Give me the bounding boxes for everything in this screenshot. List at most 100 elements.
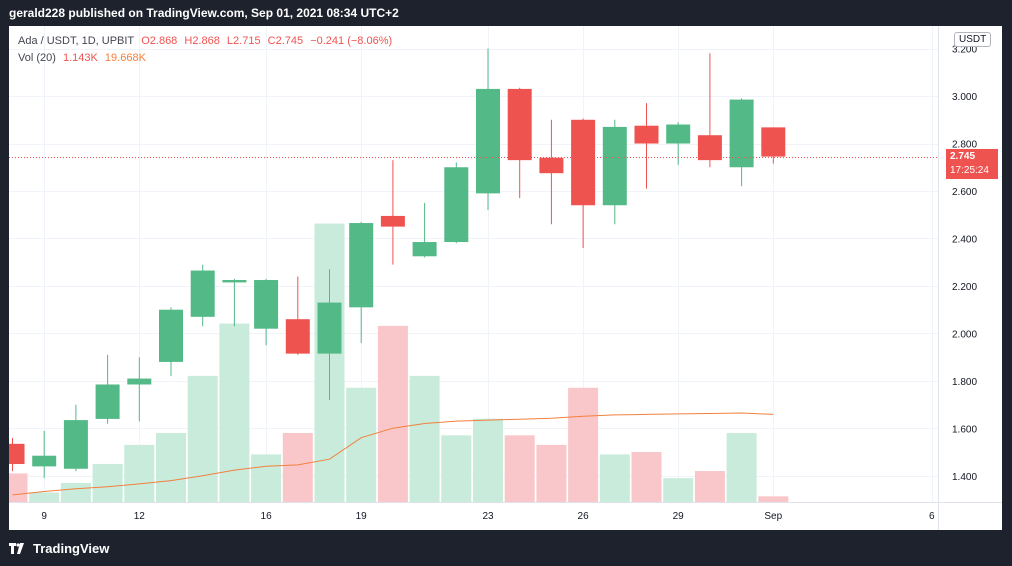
candle-up xyxy=(63,404,88,472)
price-tick-label: 2.200 xyxy=(952,282,977,293)
candle-up xyxy=(159,307,183,377)
time-tick-label: 19 xyxy=(356,511,368,522)
candle-down xyxy=(380,160,405,265)
volume-bar xyxy=(219,323,250,502)
candle-body xyxy=(602,126,627,206)
volume-legend: Vol (20) 1.143K 19.668K xyxy=(18,52,150,64)
tradingview-footer[interactable]: TradingView xyxy=(9,538,109,558)
price-axis-labels: 1.400 1.600 1.800 2.000 2.200 2.400 2.600 2.800… xyxy=(952,45,977,483)
change-value: −0.241 (−8.06%) xyxy=(310,35,393,47)
price-tick-label: 3.200 xyxy=(952,45,977,56)
candle-body xyxy=(634,125,659,144)
candle-body xyxy=(539,157,564,174)
candle-body xyxy=(317,302,342,354)
volume-bar xyxy=(29,492,60,502)
candle-up xyxy=(95,354,120,424)
candle-up xyxy=(412,202,437,258)
time-tick-label: 16 xyxy=(261,511,273,522)
candle-up xyxy=(127,357,152,422)
candle-body xyxy=(222,280,247,283)
candle-up xyxy=(349,221,374,343)
candle-body xyxy=(729,99,754,168)
price-tick-label: 1.400 xyxy=(952,472,977,483)
candle-body xyxy=(349,223,374,308)
candlestick-chart[interactable]: 1.400 1.600 1.800 2.000 2.200 2.400 2.600 2.800… xyxy=(9,26,1002,530)
candle-up xyxy=(317,269,342,400)
volume-bar xyxy=(758,496,789,502)
brand-name: TradingView xyxy=(33,540,110,556)
time-tick-label: 29 xyxy=(673,511,685,522)
candle-up xyxy=(476,48,500,210)
volume-bar xyxy=(187,375,218,502)
volume-bar xyxy=(568,387,599,502)
candle-down xyxy=(761,127,786,164)
candle-body xyxy=(666,124,691,144)
volume-bar xyxy=(92,463,123,502)
volume-value: 1.143K xyxy=(62,52,98,64)
price-tick-label: 2.800 xyxy=(952,140,977,151)
time-tick-label: 12 xyxy=(134,511,146,522)
candle-up xyxy=(222,278,247,327)
candle-body xyxy=(412,242,437,257)
candle-up xyxy=(602,119,627,225)
candle-body xyxy=(32,455,57,467)
symbol-label: Ada / USDT, 1D, UPBIT xyxy=(18,35,135,47)
candle-body xyxy=(63,420,88,469)
close-value: C2.745 xyxy=(267,35,304,47)
low-value: L2.715 xyxy=(226,35,261,47)
volume-bar xyxy=(124,444,155,502)
candle-down xyxy=(539,119,564,225)
ohlc-legend: Ada / USDT, 1D, UPBIT O2.868 H2.868 L2.7… xyxy=(18,35,396,47)
volume-ma-value: 19.668K xyxy=(104,52,146,64)
price-tick-label: 1.600 xyxy=(952,424,977,435)
candle-body xyxy=(761,127,786,157)
candle-up xyxy=(254,278,279,346)
volume-bar xyxy=(631,452,662,502)
price-tick-label: 3.000 xyxy=(952,92,977,103)
open-value: O2.868 xyxy=(141,35,178,47)
bar-countdown: 17:25:24 xyxy=(950,165,989,176)
volume-label: Vol (20) xyxy=(18,52,56,64)
volume-bar xyxy=(504,435,535,502)
volume-bar xyxy=(441,435,472,502)
volume-bars xyxy=(9,223,789,503)
candle-down xyxy=(634,103,659,189)
candle-up xyxy=(729,98,754,187)
candle-body xyxy=(507,88,532,161)
volume-bar xyxy=(60,482,91,502)
volume-bar xyxy=(156,432,186,502)
time-tick-label: 26 xyxy=(578,511,590,522)
last-price-value: 2.745 xyxy=(950,151,976,162)
volume-bar xyxy=(9,473,28,502)
candle-body xyxy=(571,119,596,206)
candle-body xyxy=(127,378,152,385)
tradingview-logo-icon xyxy=(9,542,24,554)
volume-bar xyxy=(663,478,694,502)
currency-button[interactable]: USDT xyxy=(954,32,992,47)
time-axis-labels: 9 12 16 19 23 26 29 Sep 6 xyxy=(41,511,935,522)
candle-body xyxy=(697,135,722,161)
time-tick-label: 23 xyxy=(482,511,494,522)
price-tick-label: 2.400 xyxy=(952,234,977,245)
candle-down xyxy=(507,87,532,199)
high-value: H2.868 xyxy=(184,35,220,47)
candle-down xyxy=(285,276,310,355)
volume-bar xyxy=(473,418,503,502)
candle-body xyxy=(476,88,500,194)
price-tick-label: 2.000 xyxy=(952,329,977,340)
candle-body xyxy=(9,443,25,465)
time-tick-label: 6 xyxy=(929,511,935,522)
candle-up xyxy=(32,430,57,479)
candle-down xyxy=(9,437,25,472)
candles xyxy=(9,48,786,479)
candle-body xyxy=(380,215,405,227)
candle-down xyxy=(571,118,596,248)
chart-frame[interactable]: 1.400 1.600 1.800 2.000 2.200 2.400 2.600 2.800… xyxy=(9,26,1002,530)
volume-bar xyxy=(599,454,630,502)
candle-body xyxy=(190,270,215,317)
candle-body xyxy=(95,384,120,419)
candle-up xyxy=(444,162,469,244)
candle-body xyxy=(254,280,279,329)
volume-bar xyxy=(726,432,757,502)
candle-down xyxy=(697,53,722,168)
